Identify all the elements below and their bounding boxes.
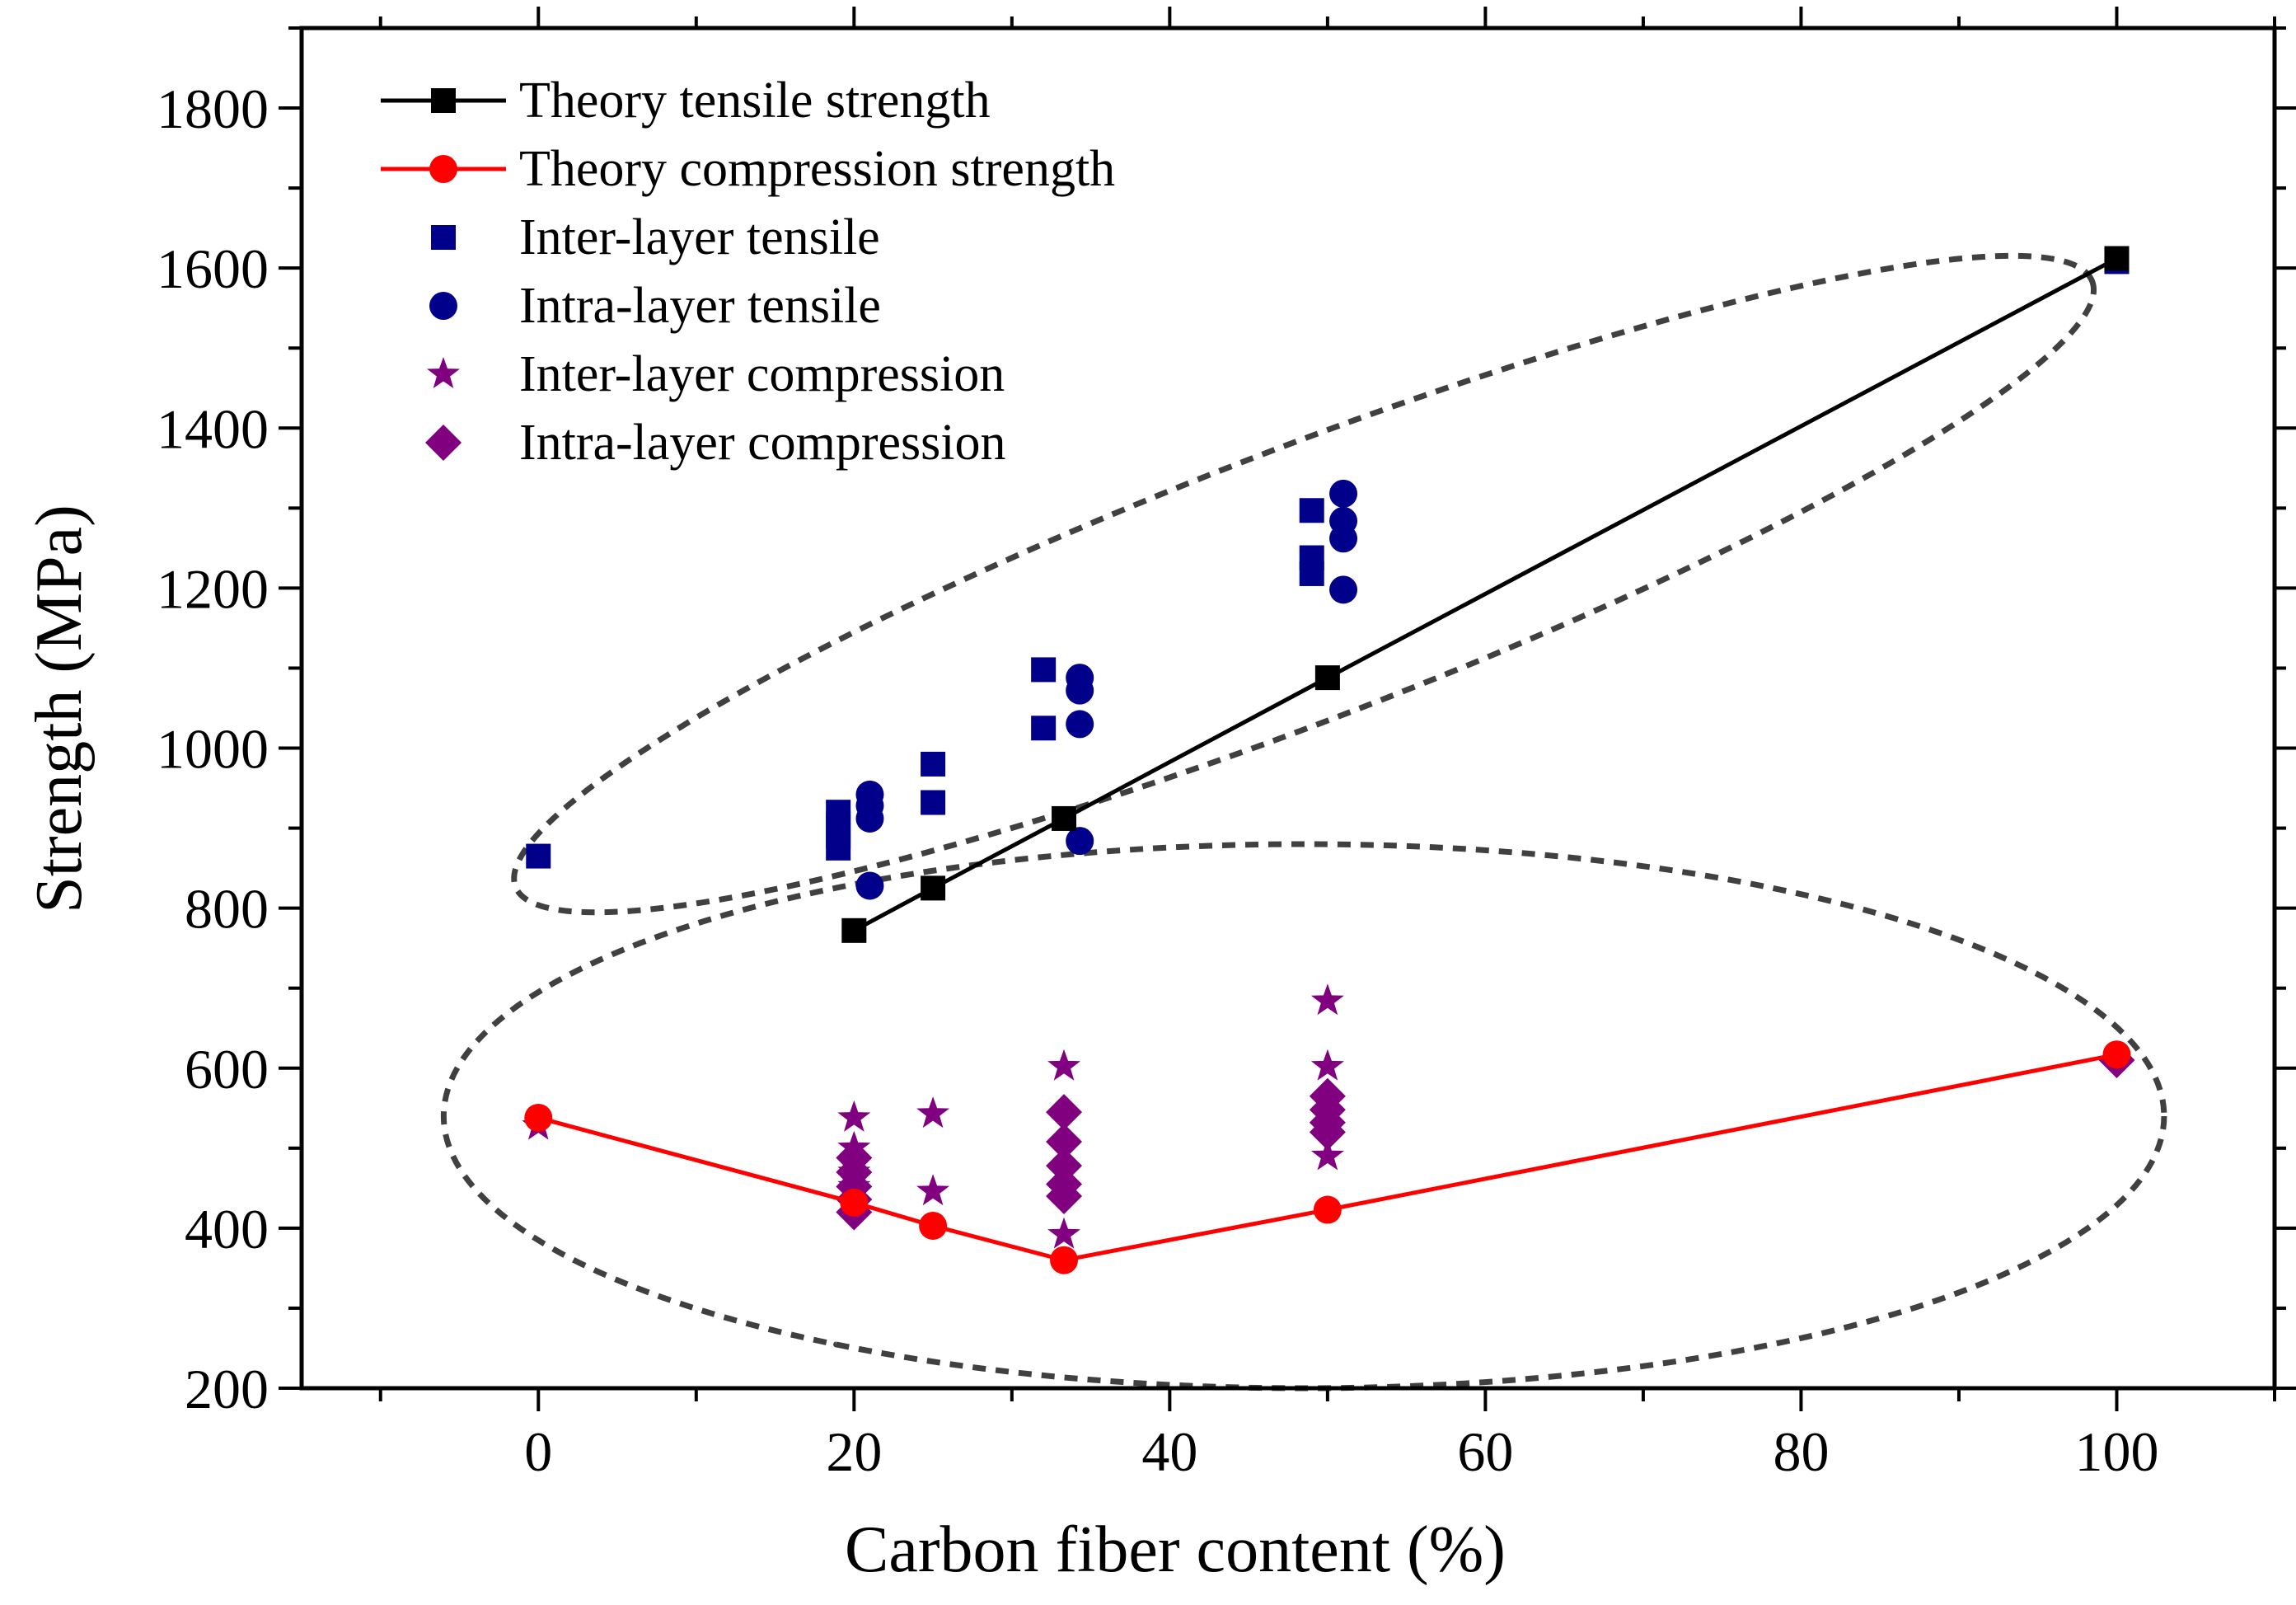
data-point: [1052, 805, 1077, 831]
data-point: [1329, 479, 1358, 508]
y-tick-label: 600: [185, 1038, 269, 1101]
y-axis-title: Strength (MPa): [23, 504, 96, 913]
y-tick-label: 1000: [157, 718, 269, 781]
data-point: [1031, 657, 1057, 683]
y-tick-label: 1800: [157, 77, 269, 140]
series-theory-compression-strength: [524, 1040, 2131, 1274]
data-point: [1314, 665, 1340, 691]
legend-label: Inter-layer compression: [519, 346, 1005, 402]
data-point: [837, 1100, 871, 1132]
data-point: [921, 790, 946, 815]
data-point: [1046, 1094, 1083, 1131]
legend-label: Inter-layer tensile: [519, 209, 880, 265]
data-point: [1046, 1147, 1083, 1185]
axis-ticks: 0 20 40 60 80 100 200 400 600 800 1000 1200 1400 1600…: [157, 7, 2296, 1483]
series-intra-layer-tensile: [855, 479, 1358, 900]
legend-marker: [427, 357, 460, 388]
data-point: [840, 1188, 869, 1217]
y-tick-label: 400: [185, 1198, 269, 1260]
series-line: [537, 1052, 2117, 1263]
data-point: [526, 843, 551, 869]
data-point: [1309, 1114, 1346, 1151]
data-point: [1066, 827, 1094, 856]
legend-label: Theory compression strength: [519, 141, 1115, 197]
y-tick-label: 800: [185, 878, 269, 941]
y-tick-label: 1200: [157, 557, 269, 620]
data-point: [524, 1103, 553, 1132]
y-tick-label: 200: [185, 1358, 269, 1420]
legend-label: Theory tensile strength: [519, 73, 991, 129]
x-axis-title: Carbon fiber content (%): [845, 1513, 1506, 1586]
x-tick-label: 100: [2074, 1420, 2158, 1483]
data-point: [1046, 1124, 1083, 1161]
data-point: [1050, 1246, 1079, 1274]
legend-label: Intra-layer compression: [519, 415, 1005, 471]
legend-marker: [429, 292, 457, 320]
data-point: [1310, 1138, 1344, 1171]
data-point: [916, 1174, 950, 1206]
data-point: [1047, 1217, 1080, 1249]
legend-marker: [431, 88, 456, 113]
legend-label: Intra-layer tensile: [519, 278, 881, 334]
legend-marker: [425, 425, 462, 461]
x-tick-label: 80: [1773, 1420, 1829, 1483]
series-theory-tensile-strength: [841, 246, 2130, 943]
tensile-dashed-ellipse: [511, 252, 2097, 916]
data-point: [1313, 1195, 1342, 1224]
data-point: [1299, 561, 1324, 586]
data-point: [1310, 983, 1344, 1016]
data-point: [826, 835, 851, 861]
series-layer: [522, 246, 2135, 1274]
legend-marker: [429, 155, 457, 183]
data-point: [1031, 716, 1057, 741]
data-point: [921, 751, 946, 777]
data-point: [919, 1211, 948, 1240]
x-tick-label: 20: [826, 1420, 882, 1483]
data-point: [1299, 498, 1324, 523]
data-point: [1329, 524, 1358, 553]
data-point: [855, 804, 884, 833]
data-point: [1329, 575, 1358, 604]
x-tick-label: 60: [1457, 1420, 1513, 1483]
data-point: [855, 871, 884, 900]
data-point: [916, 1096, 950, 1129]
plot-frame: [299, 26, 2277, 1391]
data-point: [1046, 1178, 1083, 1215]
x-tick-label: 40: [1141, 1420, 1197, 1483]
series-inter-layer-tensile: [526, 249, 2130, 869]
data-point: [2104, 246, 2130, 271]
x-tick-label: 0: [524, 1420, 552, 1483]
legend-marker: [431, 225, 456, 250]
data-point: [921, 875, 946, 901]
data-point: [1066, 710, 1094, 739]
data-point: [1310, 1049, 1344, 1081]
y-tick-label: 1400: [157, 397, 269, 460]
data-point: [841, 917, 867, 943]
data-point: [1047, 1049, 1080, 1081]
data-point: [2102, 1040, 2131, 1069]
y-tick-label: 1600: [157, 237, 269, 300]
series-intra-layer-compression: [836, 1042, 2135, 1231]
legend: Theory tensile strength Theory compressio…: [381, 73, 1115, 471]
data-point: [1066, 676, 1094, 705]
